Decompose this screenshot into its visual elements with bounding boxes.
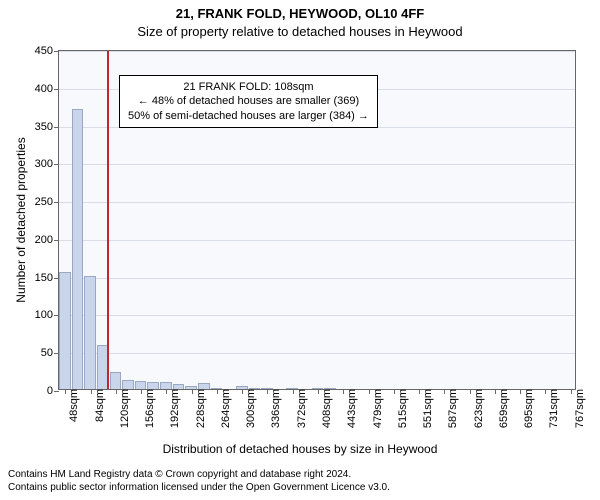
histogram-bar [198, 383, 210, 389]
x-tick-label: 443sqm [346, 389, 358, 428]
x-axis-label: Distribution of detached houses by size … [0, 442, 600, 456]
x-tick-label: 228sqm [195, 389, 207, 428]
annotation-line3: 50% of semi-detached houses are larger (… [128, 109, 369, 123]
chart-container: 21, FRANK FOLD, HEYWOOD, OL10 4FF Size o… [0, 0, 600, 500]
x-tick-label: 408sqm [321, 389, 333, 428]
histogram-bar [59, 272, 71, 389]
gridline [59, 353, 575, 354]
marker-line [107, 51, 109, 389]
chart-title: 21, FRANK FOLD, HEYWOOD, OL10 4FF [0, 6, 600, 21]
plot-area: 05010015020025030035040045048sqm84sqm120… [58, 50, 576, 390]
footer-line1: Contains HM Land Registry data © Crown c… [8, 469, 390, 482]
x-tick-label: 659sqm [498, 389, 510, 428]
histogram-bar [160, 382, 172, 389]
gridline [59, 51, 575, 52]
x-tick-label: 767sqm [574, 389, 586, 428]
x-tick-label: 731sqm [548, 389, 560, 428]
gridline [59, 278, 575, 279]
x-tick-label: 84sqm [94, 389, 106, 422]
histogram-bar [211, 388, 223, 390]
annotation-line1: 21 FRANK FOLD: 108sqm [128, 80, 369, 94]
y-axis-label: Number of detached properties [14, 50, 28, 390]
x-tick-label: 264sqm [220, 389, 232, 428]
gridline [59, 202, 575, 203]
histogram-bar [249, 388, 261, 389]
x-tick-label: 156sqm [144, 389, 156, 428]
histogram-bar [72, 109, 84, 389]
x-tick-label: 587sqm [447, 389, 459, 428]
gridline [59, 240, 575, 241]
histogram-bar [312, 388, 324, 389]
histogram-bar [84, 276, 96, 389]
histogram-bar [261, 388, 273, 389]
x-tick-label: 623sqm [473, 389, 485, 428]
histogram-bar [286, 388, 298, 389]
x-tick-label: 515sqm [397, 389, 409, 428]
footer-line2: Contains public sector information licen… [8, 482, 390, 495]
gridline [59, 164, 575, 165]
footer-text: Contains HM Land Registry data © Crown c… [8, 469, 390, 494]
gridline [59, 315, 575, 316]
histogram-bar [147, 382, 159, 389]
annotation-box: 21 FRANK FOLD: 108sqm ← 48% of detached … [119, 75, 378, 128]
histogram-bar [122, 380, 134, 389]
x-tick-label: 479sqm [372, 389, 384, 428]
x-tick-label: 551sqm [422, 389, 434, 428]
annotation-line2: ← 48% of detached houses are smaller (36… [128, 94, 369, 108]
histogram-bar [185, 386, 197, 389]
histogram-bar [110, 372, 122, 389]
x-tick-label: 120sqm [119, 389, 131, 428]
histogram-bar [173, 384, 185, 389]
x-tick-label: 336sqm [270, 389, 282, 428]
chart-subtitle: Size of property relative to detached ho… [0, 24, 600, 39]
x-tick-label: 300sqm [245, 389, 257, 428]
histogram-bar [236, 386, 248, 389]
x-tick-label: 372sqm [296, 389, 308, 428]
x-tick-label: 48sqm [68, 389, 80, 422]
x-tick-label: 192sqm [169, 389, 181, 428]
histogram-bar [135, 381, 147, 389]
histogram-bar [324, 388, 336, 389]
x-tick-label: 695sqm [523, 389, 535, 428]
